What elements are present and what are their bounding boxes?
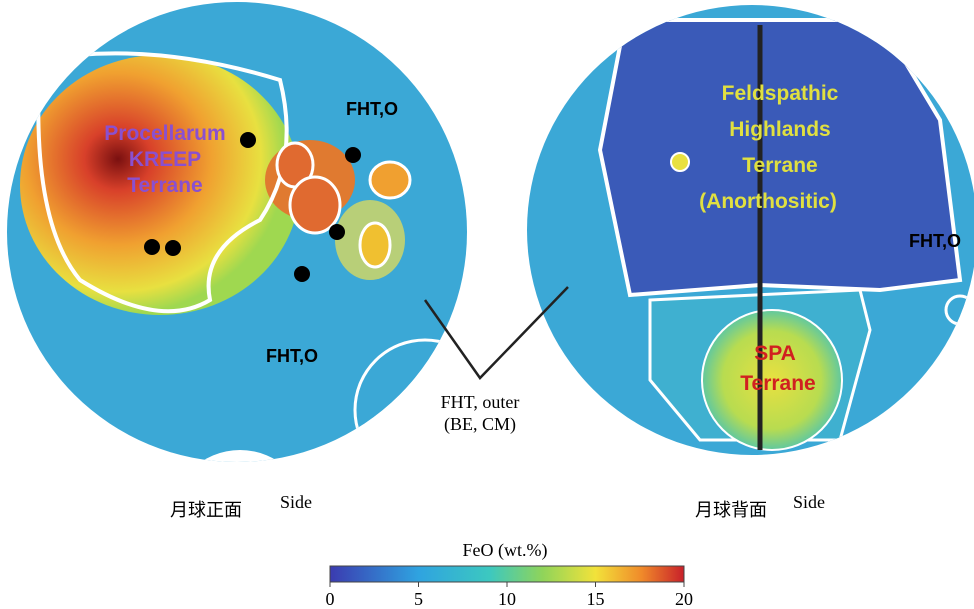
region-label: Terrane — [742, 154, 817, 177]
region-label: Terrane — [127, 174, 202, 197]
caption: 月球正面 — [170, 500, 242, 520]
region-label: SPA — [754, 342, 796, 365]
caption: 月球背面 — [695, 500, 767, 520]
colorbar — [330, 566, 684, 582]
colorbar-title: FeO (wt.%) — [463, 540, 548, 561]
tick-label: 10 — [498, 589, 516, 609]
annotation: FHT, outer — [441, 392, 520, 412]
tick-label: 0 — [326, 589, 335, 609]
tick-label: 20 — [675, 589, 693, 609]
caption: Side — [280, 492, 312, 512]
tick-label: 15 — [587, 589, 605, 609]
region-label: Highlands — [729, 118, 831, 141]
region-label: (Anorthositic) — [699, 190, 837, 213]
figure: Procellarum KREEP Terrane FHT,O FHT,O Fe… — [0, 0, 974, 609]
region-label: FHT,O — [909, 231, 961, 251]
region-label: Terrane — [740, 372, 815, 395]
region-label: Procellarum — [104, 122, 225, 145]
near-side-map — [0, 0, 520, 590]
far-side-map — [465, 0, 974, 580]
region-label: FHT,O — [346, 99, 398, 119]
annotation: (BE, CM) — [444, 414, 516, 435]
tick-label: 5 — [414, 589, 423, 609]
caption: Side — [793, 492, 825, 512]
region-label: KREEP — [129, 148, 201, 171]
region-label: Feldspathic — [722, 82, 839, 105]
region-label: FHT,O — [266, 346, 318, 366]
